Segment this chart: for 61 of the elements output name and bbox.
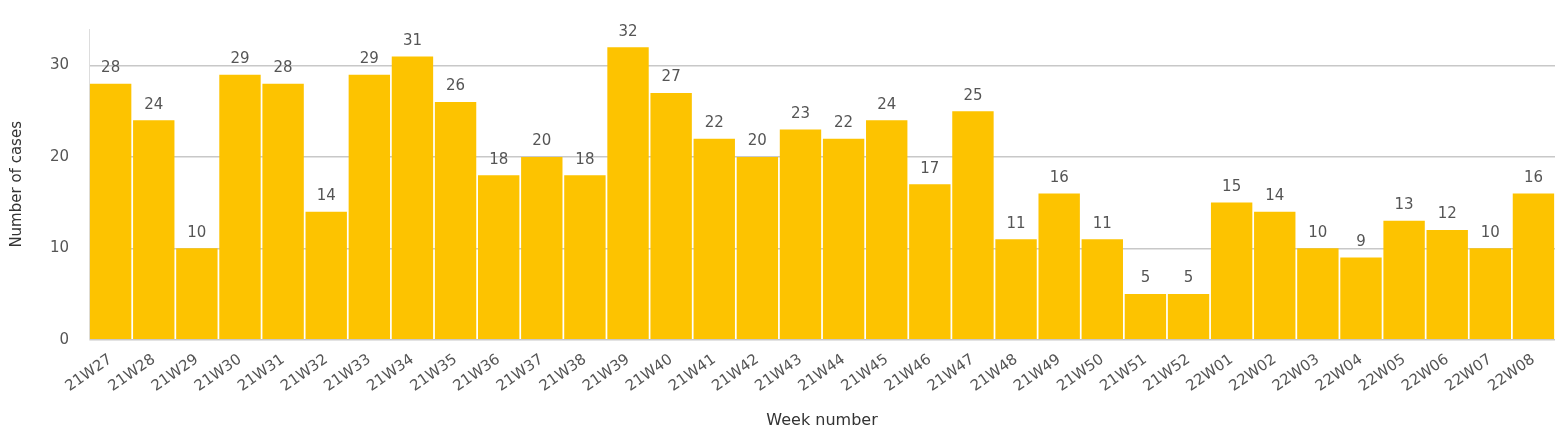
bar — [89, 83, 132, 339]
bar — [348, 74, 391, 339]
bar — [779, 129, 822, 339]
data-label: 20 — [747, 131, 767, 150]
bar — [1167, 293, 1210, 339]
data-label: 27 — [661, 67, 681, 86]
data-label: 13 — [1394, 195, 1414, 214]
bar — [477, 175, 520, 339]
y-tick-label: 20 — [49, 146, 70, 165]
bar — [521, 156, 563, 339]
bar — [133, 120, 175, 339]
data-label: 16 — [1049, 167, 1069, 186]
data-label: 29 — [359, 49, 379, 68]
bar — [1426, 230, 1468, 339]
data-label: 28 — [101, 58, 121, 77]
data-label: 31 — [402, 30, 422, 49]
data-label: 24 — [144, 94, 164, 113]
data-label: 28 — [273, 58, 293, 77]
data-label: 10 — [187, 222, 207, 241]
bar — [1081, 239, 1123, 339]
data-label: 22 — [834, 113, 854, 132]
bar — [866, 120, 908, 339]
data-label: 15 — [1222, 176, 1242, 195]
data-label: 14 — [316, 186, 336, 205]
data-label: 25 — [963, 85, 983, 104]
bar — [693, 138, 735, 339]
data-label: 18 — [575, 149, 595, 168]
data-label: 11 — [1092, 213, 1112, 232]
bar — [1210, 202, 1253, 339]
data-label: 29 — [230, 49, 250, 68]
data-label: 11 — [1006, 213, 1026, 232]
bar — [822, 138, 865, 339]
y-axis-title: Number of cases — [6, 120, 25, 248]
y-tick-label: 10 — [49, 238, 70, 257]
x-axis-title: Week number — [766, 409, 879, 429]
data-label: 24 — [877, 94, 897, 113]
bar — [305, 211, 347, 339]
bar — [391, 56, 434, 339]
y-tick-label: 30 — [49, 55, 70, 74]
data-label: 9 — [1356, 231, 1366, 250]
bar — [1512, 193, 1555, 339]
bar — [1124, 293, 1167, 339]
data-label: 16 — [1523, 167, 1543, 186]
data-label: 22 — [704, 113, 724, 132]
data-label: 26 — [446, 76, 466, 95]
y-tick-label: 0 — [59, 329, 70, 348]
data-label: 10 — [1480, 222, 1500, 241]
data-label: 32 — [618, 21, 638, 40]
data-label: 23 — [790, 103, 811, 122]
bar — [1469, 248, 1512, 339]
data-label: 20 — [532, 131, 552, 150]
data-label: 18 — [489, 149, 509, 168]
data-label: 5 — [1183, 268, 1194, 287]
data-label: 10 — [1308, 222, 1328, 241]
data-label: 5 — [1140, 268, 1151, 287]
data-label: 12 — [1437, 204, 1457, 223]
bar — [736, 156, 779, 339]
bar — [1254, 211, 1296, 339]
data-label: 17 — [920, 158, 940, 177]
bar — [434, 102, 477, 339]
data-label: 14 — [1265, 186, 1285, 205]
